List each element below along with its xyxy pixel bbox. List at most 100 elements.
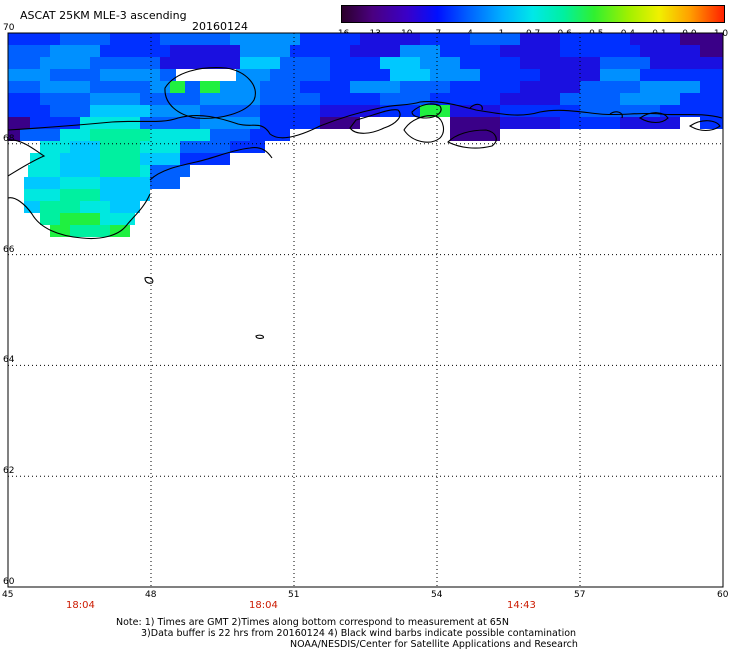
wind-pixel — [620, 93, 680, 105]
wind-pixel — [450, 105, 500, 117]
latitude-label: 62 — [3, 466, 15, 477]
wind-pixel — [140, 141, 180, 153]
wind-pixel — [240, 45, 290, 57]
coastline — [7, 67, 723, 339]
wind-pixel — [70, 225, 110, 237]
wind-pixel — [560, 117, 620, 129]
footer-note-1: Note: 1) Times are GMT 2)Times along bot… — [116, 617, 509, 628]
wind-pixel — [430, 69, 480, 81]
wind-pixel — [60, 129, 90, 141]
wind-pixel — [360, 33, 420, 45]
wind-pixel — [80, 117, 140, 129]
colorbar — [341, 5, 725, 23]
wind-pixel — [380, 57, 420, 69]
wind-pixel — [150, 129, 210, 141]
wind-pixel — [28, 165, 60, 177]
wind-pixel — [380, 105, 420, 117]
wind-pixel — [460, 57, 520, 69]
map-title: ASCAT 25KM MLE-3 ascending — [20, 9, 187, 22]
wind-pixel — [150, 81, 170, 93]
wind-pixel — [60, 153, 100, 165]
wind-pixel — [100, 213, 135, 225]
wind-pixel — [90, 129, 150, 141]
wind-pixel — [700, 117, 723, 129]
wind-pixel — [400, 81, 450, 93]
wind-pixel — [520, 33, 560, 45]
plot-frame — [7, 32, 724, 588]
wind-pixel — [90, 93, 140, 105]
wind-pixel — [8, 105, 50, 117]
wind-pixel — [210, 129, 250, 141]
wind-pixel — [100, 189, 150, 201]
wind-pixel — [250, 129, 290, 141]
wind-pixel — [140, 93, 200, 105]
wind-pixel — [8, 33, 60, 45]
wind-pixel — [230, 33, 300, 45]
latitude-label: 70 — [3, 23, 15, 33]
wind-pixel — [40, 81, 90, 93]
wind-pixel — [176, 69, 236, 81]
wind-pixel — [24, 177, 60, 189]
wind-pixel — [520, 57, 600, 69]
wind-pixel — [50, 105, 90, 117]
wind-pixel — [50, 225, 70, 237]
wind-pixel — [620, 117, 680, 129]
wind-pixel — [560, 45, 640, 57]
wind-pixel — [430, 93, 500, 105]
wind-pixel — [140, 117, 200, 129]
wind-pixel — [320, 93, 380, 105]
wind-pixel — [40, 93, 90, 105]
wind-pixel — [100, 165, 140, 177]
wind-pixel — [280, 57, 330, 69]
wind-pixel — [580, 105, 660, 117]
wind-pixel — [100, 45, 170, 57]
wind-pixel — [150, 105, 200, 117]
longitude-label: 48 — [145, 590, 157, 600]
wind-pixel — [90, 105, 150, 117]
wind-pixel — [580, 81, 640, 93]
longitude-label: 57 — [574, 590, 586, 600]
wind-pixel — [40, 201, 80, 213]
wind-pixel — [60, 213, 100, 225]
wind-pixel — [480, 69, 540, 81]
wind-pixel — [450, 117, 500, 129]
wind-pixel — [500, 117, 560, 129]
wind-pixel — [100, 153, 140, 165]
wind-pixel — [260, 105, 320, 117]
wind-pixel — [100, 141, 140, 153]
wind-pixel — [180, 141, 230, 153]
wind-pixel — [560, 93, 620, 105]
wind-pixel — [240, 57, 280, 69]
wind-pixel — [50, 69, 100, 81]
latitude-label: 64 — [3, 355, 15, 366]
wind-pixel — [640, 81, 700, 93]
wind-pixel — [60, 177, 100, 189]
wind-pixel — [50, 45, 100, 57]
wind-pixel — [450, 81, 520, 93]
time-label: 14:43 — [507, 600, 536, 611]
wind-pixel — [160, 33, 230, 45]
wind-pixel — [470, 33, 520, 45]
wind-pixel — [24, 201, 40, 213]
wind-pixel — [110, 201, 140, 213]
wind-pixel — [380, 93, 430, 105]
wind-pixel — [680, 33, 723, 45]
wind-pixel — [150, 165, 190, 177]
wind-pixel — [170, 81, 185, 93]
wind-pixel — [260, 93, 320, 105]
wind-pixel — [24, 189, 60, 201]
wind-pixel — [330, 69, 390, 81]
wind-pixel — [350, 81, 400, 93]
wind-pixel — [40, 213, 60, 225]
wind-pixel — [140, 153, 180, 165]
wind-pixel — [100, 69, 160, 81]
wind-pixel — [600, 57, 650, 69]
wind-pixel — [160, 57, 240, 69]
wind-pixel — [540, 69, 600, 81]
wind-pixel — [680, 93, 723, 105]
wind-pixel — [8, 45, 50, 57]
wind-pixel — [500, 45, 560, 57]
wind-pixel — [520, 81, 580, 93]
wind-pixel — [185, 81, 200, 93]
wind-pixel — [8, 129, 20, 141]
